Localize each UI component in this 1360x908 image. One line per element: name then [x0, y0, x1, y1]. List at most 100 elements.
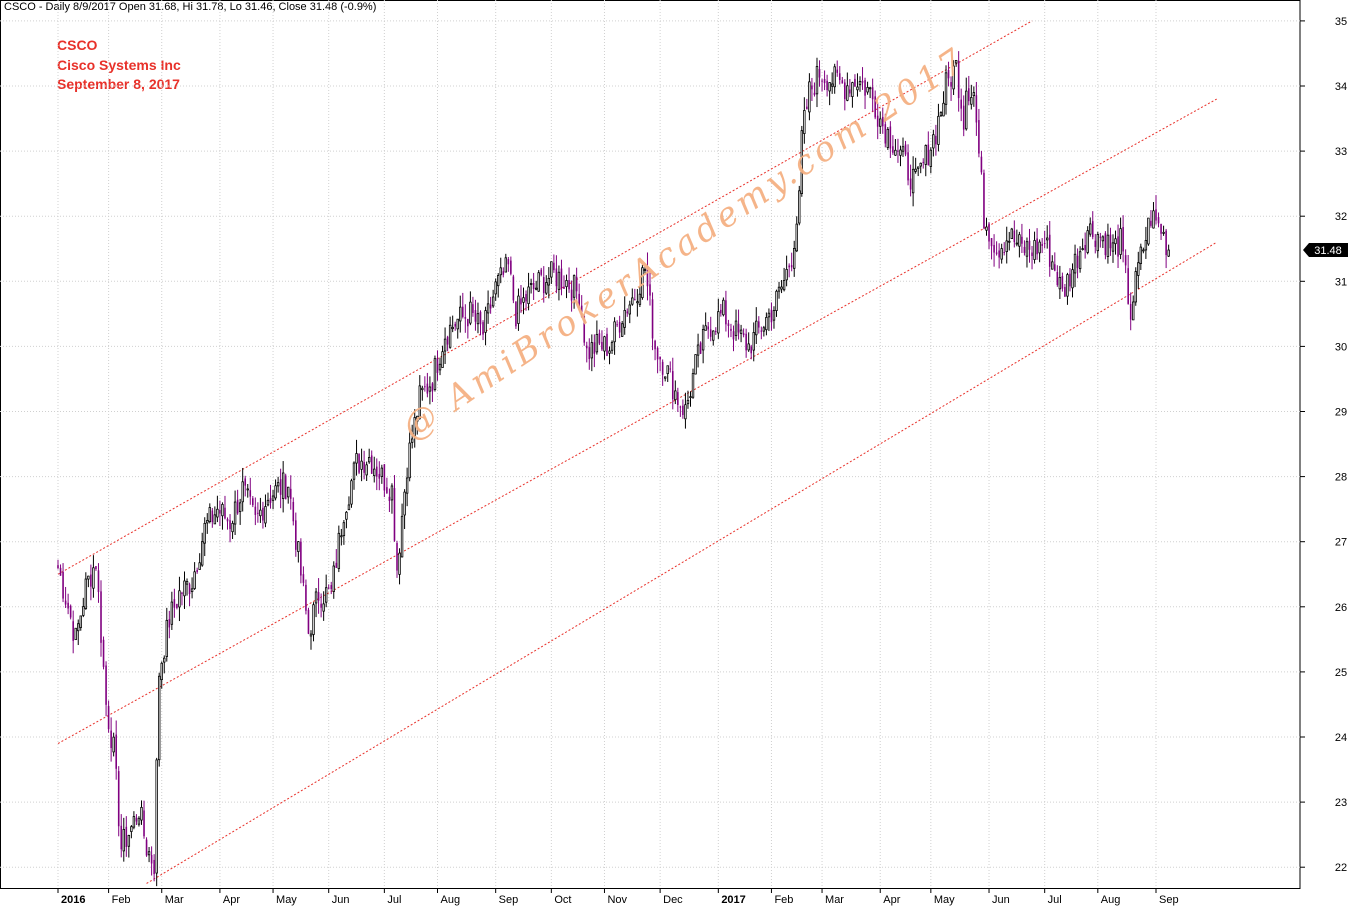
candle-body [770, 309, 773, 323]
candle-body [74, 627, 77, 641]
candle-body [876, 115, 879, 127]
candle-body [780, 286, 783, 290]
candle-body [610, 341, 614, 351]
candle-body [699, 342, 702, 354]
candle-body [424, 386, 426, 388]
candle-body [292, 501, 295, 522]
candle-body [107, 706, 110, 730]
candle-body [1064, 287, 1066, 297]
candle-body [281, 472, 285, 499]
candle-body [745, 333, 747, 351]
candle-body [479, 311, 482, 325]
candle-body [345, 511, 348, 520]
candle-body [84, 578, 88, 609]
candle-body [1147, 217, 1150, 245]
candle-body [160, 662, 163, 681]
candle-body [355, 453, 358, 464]
candle-body [628, 304, 631, 315]
candle-body [798, 190, 801, 224]
candle-body [1101, 236, 1105, 242]
candle-body [772, 310, 776, 321]
info-block: CSCO Cisco Systems Inc September 8, 2017 [57, 36, 181, 95]
x-tick-label: May [934, 894, 955, 906]
candle-body [868, 87, 872, 90]
candle-body [777, 286, 781, 292]
candle-body [236, 499, 239, 514]
candle-body [378, 473, 381, 479]
candle-body [405, 477, 409, 494]
candle-body [1124, 255, 1127, 266]
candle-body [1005, 240, 1008, 253]
candle-body [739, 329, 743, 334]
candle-body [897, 150, 899, 152]
candle-body [168, 619, 171, 628]
company-label: Cisco Systems Inc [57, 56, 181, 73]
candle-body [806, 106, 808, 110]
candle-body [472, 304, 474, 314]
candle-body [1086, 230, 1089, 253]
candle-body [911, 168, 915, 194]
x-tick-label: Oct [554, 894, 571, 906]
candle-body [79, 615, 82, 628]
candle-body [198, 562, 201, 570]
candle-body [494, 281, 497, 295]
candle-body [960, 99, 962, 109]
candle-body [451, 326, 454, 330]
candle-body [580, 305, 583, 318]
candle-body [259, 509, 262, 517]
candle-body [874, 96, 876, 118]
candle-body [542, 277, 545, 294]
candle-body [367, 457, 371, 463]
candle-body [871, 87, 874, 100]
candle-body [856, 86, 859, 91]
candle-body [881, 116, 884, 127]
candle-body [643, 269, 647, 271]
candle-body [504, 257, 508, 273]
candle-body [821, 80, 823, 82]
candle-body [183, 580, 186, 597]
candle-body [360, 460, 363, 470]
candle-body [886, 128, 890, 148]
candle-body [674, 390, 677, 401]
candle-body [1165, 230, 1167, 256]
x-tick-label: 2017 [721, 894, 745, 906]
x-tick-label: Jun [332, 894, 350, 906]
candle-body [793, 248, 796, 269]
candle-body [1043, 243, 1046, 245]
candle-body [284, 475, 287, 500]
candle-body [782, 280, 786, 291]
candle-body [752, 332, 755, 351]
candle-body [737, 323, 740, 333]
candle-body [1134, 271, 1137, 303]
candle-body [484, 310, 487, 333]
candle-body [203, 522, 206, 544]
candle-body [206, 520, 209, 524]
candle-body [100, 591, 102, 643]
candle-body [383, 464, 386, 491]
candle-body [1015, 242, 1019, 245]
candle-body [560, 268, 563, 289]
candle-body [1069, 273, 1071, 287]
x-tick-label: Sep [499, 894, 519, 906]
candle-body [557, 271, 561, 290]
candle-body [62, 571, 64, 599]
y-tick-label: 23 [1335, 797, 1347, 809]
candle-body [626, 311, 629, 314]
candle-body [712, 330, 715, 341]
candle-body [317, 592, 320, 601]
candle-body [233, 501, 237, 525]
candle-body [922, 161, 925, 163]
candle-body [97, 570, 100, 592]
candle-body [813, 92, 816, 95]
candle-body [811, 85, 813, 90]
candle-body [145, 839, 148, 856]
candle-body [988, 223, 990, 242]
candle-body [512, 276, 515, 301]
x-tick-label: Apr [223, 894, 240, 906]
candle-body [352, 462, 356, 480]
candle-body [995, 252, 998, 254]
candle-body [808, 81, 811, 113]
candle-body [1106, 234, 1110, 257]
candle-body [1157, 217, 1160, 224]
candle-body [985, 226, 988, 231]
